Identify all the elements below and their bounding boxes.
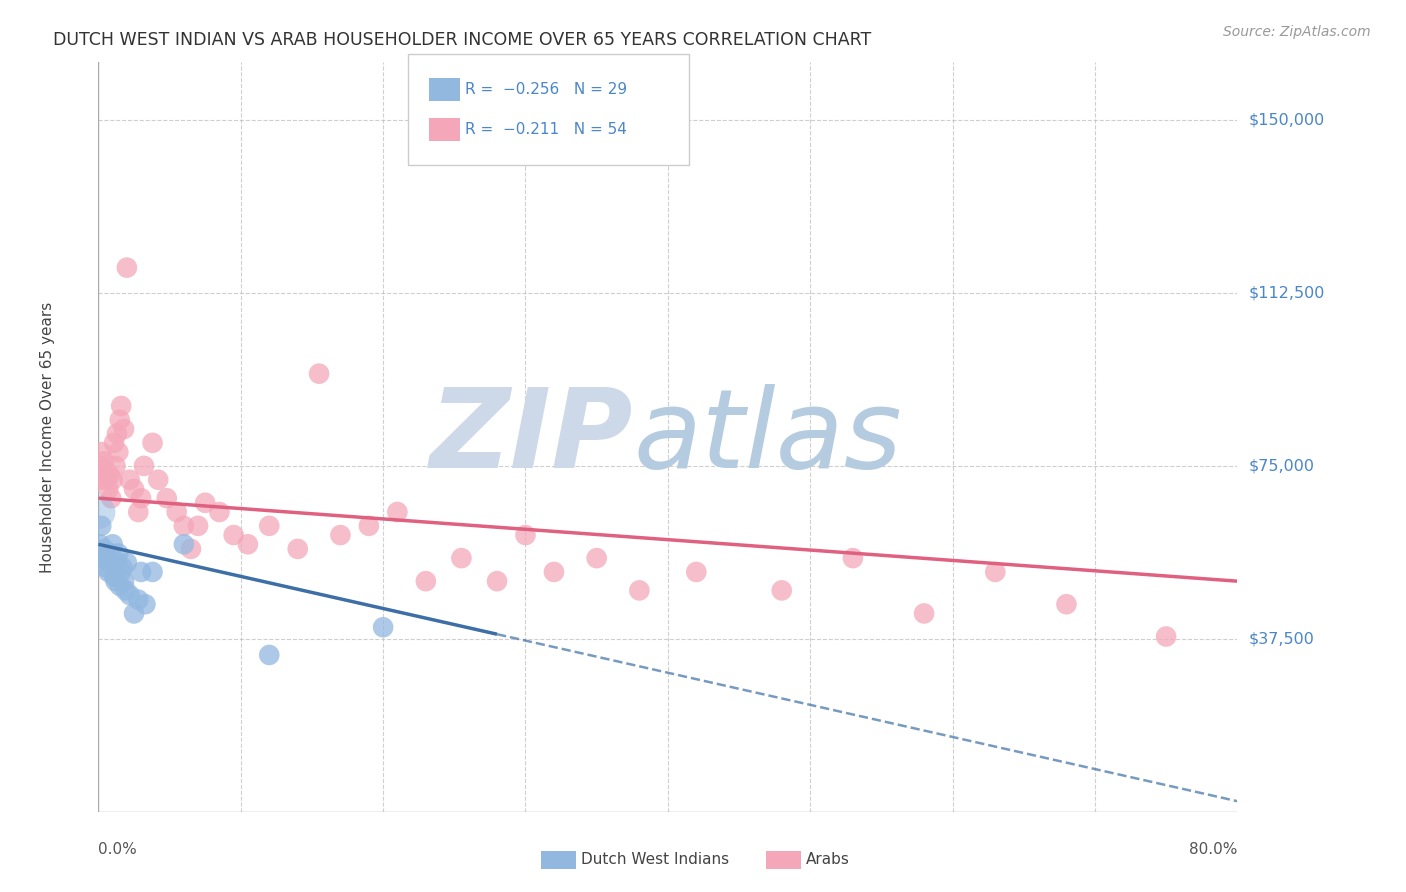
Point xyxy=(93,454,115,468)
Point xyxy=(187,519,209,533)
Text: $150,000: $150,000 xyxy=(1249,112,1324,128)
Point xyxy=(98,468,121,483)
Point xyxy=(108,413,131,427)
Text: atlas: atlas xyxy=(634,384,903,491)
Point xyxy=(222,528,245,542)
Point xyxy=(89,537,111,551)
Point xyxy=(984,565,1007,579)
Point xyxy=(108,579,131,593)
Point xyxy=(585,551,607,566)
Point xyxy=(94,560,117,574)
Point xyxy=(112,422,135,436)
Text: $37,500: $37,500 xyxy=(1249,632,1315,647)
Point xyxy=(97,565,120,579)
Point xyxy=(173,519,195,533)
Point xyxy=(132,458,155,473)
Point xyxy=(180,541,202,556)
Point xyxy=(129,491,152,505)
Point xyxy=(415,574,437,589)
Point xyxy=(912,607,935,621)
Point xyxy=(107,547,129,561)
Point xyxy=(105,426,128,441)
Text: Arabs: Arabs xyxy=(806,853,849,867)
Point xyxy=(96,551,118,566)
Point xyxy=(111,560,134,574)
Point xyxy=(329,528,352,542)
Point xyxy=(91,551,114,566)
Point xyxy=(194,496,217,510)
Text: $112,500: $112,500 xyxy=(1249,285,1324,301)
Point xyxy=(96,473,118,487)
Point xyxy=(308,367,330,381)
Point xyxy=(100,547,122,561)
Point xyxy=(98,556,121,570)
Point xyxy=(208,505,231,519)
Point xyxy=(104,458,127,473)
Point xyxy=(129,565,152,579)
Point xyxy=(90,519,112,533)
Point xyxy=(166,505,188,519)
Point xyxy=(148,473,170,487)
Point xyxy=(141,565,163,579)
Point xyxy=(118,473,141,487)
Point xyxy=(287,541,309,556)
Point xyxy=(110,565,132,579)
Point xyxy=(107,445,129,459)
Point xyxy=(357,519,380,533)
Text: DUTCH WEST INDIAN VS ARAB HOUSEHOLDER INCOME OVER 65 YEARS CORRELATION CHART: DUTCH WEST INDIAN VS ARAB HOUSEHOLDER IN… xyxy=(53,31,872,49)
Point xyxy=(127,592,149,607)
Point xyxy=(105,556,128,570)
Point xyxy=(1154,630,1177,644)
Text: Source: ZipAtlas.com: Source: ZipAtlas.com xyxy=(1223,25,1371,39)
Point xyxy=(515,528,537,542)
Text: Dutch West Indians: Dutch West Indians xyxy=(581,853,728,867)
Point xyxy=(110,399,132,413)
Point xyxy=(134,597,156,611)
Point xyxy=(373,620,395,634)
Point xyxy=(236,537,259,551)
Point xyxy=(89,458,111,473)
Point xyxy=(259,519,281,533)
Point xyxy=(103,569,125,583)
Point xyxy=(101,473,124,487)
Point xyxy=(127,505,149,519)
Point xyxy=(628,583,651,598)
Point xyxy=(1056,597,1078,611)
Point xyxy=(115,556,138,570)
Point xyxy=(141,435,163,450)
Text: R =  −0.256   N = 29: R = −0.256 N = 29 xyxy=(465,82,627,96)
Point xyxy=(112,574,135,589)
Point xyxy=(770,583,793,598)
Point xyxy=(91,473,114,487)
Point xyxy=(115,260,138,275)
Text: 0.0%: 0.0% xyxy=(98,842,138,857)
Point xyxy=(685,565,707,579)
Point xyxy=(90,445,112,459)
Text: $75,000: $75,000 xyxy=(1249,458,1315,474)
Point xyxy=(100,491,122,505)
Text: Householder Income Over 65 years: Householder Income Over 65 years xyxy=(39,301,55,573)
Text: ZIP: ZIP xyxy=(430,384,634,491)
Point xyxy=(93,541,115,556)
Point xyxy=(156,491,179,505)
Point xyxy=(450,551,472,566)
Point xyxy=(101,537,124,551)
Point xyxy=(173,537,195,551)
Point xyxy=(486,574,509,589)
Point xyxy=(114,583,136,598)
Point xyxy=(118,588,141,602)
Point xyxy=(842,551,865,566)
Point xyxy=(543,565,565,579)
Text: 80.0%: 80.0% xyxy=(1189,842,1237,857)
Point xyxy=(122,482,145,496)
Point xyxy=(97,482,120,496)
Point xyxy=(103,435,125,450)
Point xyxy=(94,463,117,477)
Point xyxy=(259,648,281,662)
Text: R =  −0.211   N = 54: R = −0.211 N = 54 xyxy=(465,122,627,136)
Point xyxy=(387,505,409,519)
Point xyxy=(122,607,145,621)
Point xyxy=(104,574,127,589)
Point xyxy=(87,505,110,519)
